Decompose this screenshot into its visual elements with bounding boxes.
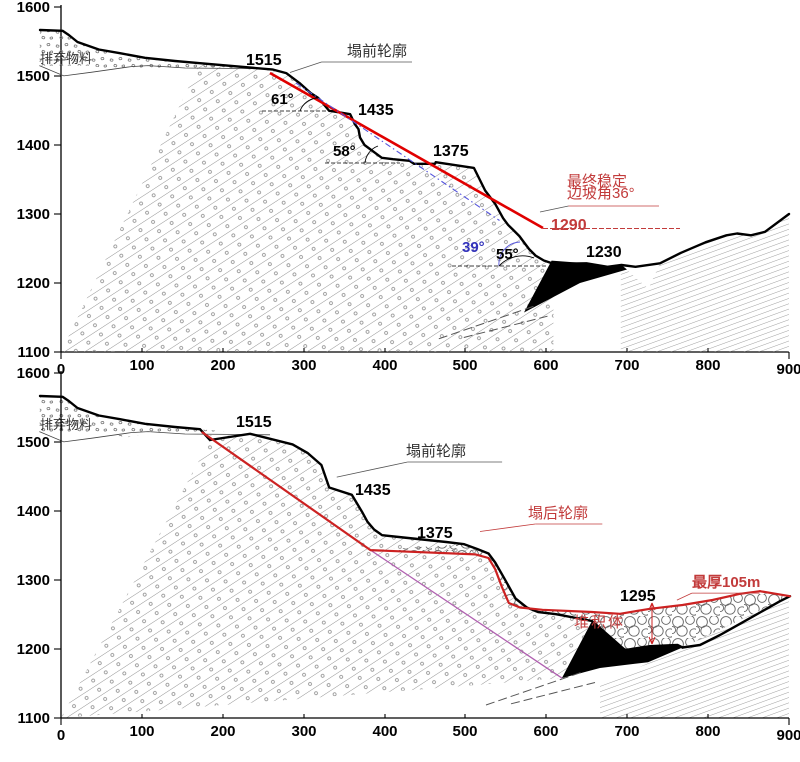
svg-text:55°: 55°	[496, 246, 519, 263]
svg-text:1400: 1400	[17, 503, 50, 520]
svg-text:1400: 1400	[17, 137, 50, 154]
svg-text:1300: 1300	[17, 572, 50, 589]
svg-text:1375: 1375	[433, 143, 469, 160]
svg-text:1200: 1200	[17, 275, 50, 292]
svg-text:1375: 1375	[417, 525, 453, 542]
svg-text:700: 700	[614, 357, 639, 374]
svg-text:1500: 1500	[17, 68, 50, 85]
svg-text:58°: 58°	[333, 143, 356, 160]
svg-text:排弃物料: 排弃物料	[40, 51, 92, 66]
svg-text:300: 300	[291, 357, 316, 374]
svg-text:1600: 1600	[17, 365, 50, 382]
svg-text:1100: 1100	[17, 710, 50, 727]
svg-text:500: 500	[452, 723, 477, 740]
svg-text:900: 900	[776, 727, 800, 744]
svg-text:0: 0	[57, 727, 65, 744]
svg-text:800: 800	[695, 357, 720, 374]
svg-text:61°: 61°	[271, 91, 294, 108]
svg-text:1300: 1300	[17, 206, 50, 223]
svg-text:100: 100	[129, 357, 154, 374]
svg-text:1200: 1200	[17, 641, 50, 658]
svg-text:1295: 1295	[620, 588, 656, 605]
svg-text:1435: 1435	[358, 102, 394, 119]
svg-text:1515: 1515	[236, 414, 272, 431]
svg-text:堆积体: 堆积体	[574, 614, 625, 631]
svg-text:1230: 1230	[586, 244, 622, 261]
svg-text:最厚105m: 最厚105m	[692, 573, 760, 591]
svg-text:1290: 1290	[551, 217, 587, 234]
svg-text:800: 800	[695, 723, 720, 740]
svg-text:1100: 1100	[17, 344, 50, 361]
svg-text:塌前轮廓: 塌前轮廓	[347, 43, 407, 60]
svg-text:400: 400	[372, 357, 397, 374]
svg-text:1500: 1500	[17, 434, 50, 451]
svg-text:边坡角36°: 边坡角36°	[567, 185, 635, 202]
svg-text:1600: 1600	[17, 0, 50, 16]
svg-text:塌前轮廓: 塌前轮廓	[406, 443, 466, 460]
svg-text:排弃物料: 排弃物料	[40, 417, 92, 432]
svg-text:1435: 1435	[355, 482, 391, 499]
svg-text:1515: 1515	[246, 52, 282, 69]
svg-text:500: 500	[452, 357, 477, 374]
svg-text:400: 400	[372, 723, 397, 740]
svg-text:200: 200	[210, 723, 235, 740]
svg-text:100: 100	[129, 723, 154, 740]
svg-text:900: 900	[776, 361, 800, 378]
svg-text:700: 700	[614, 723, 639, 740]
svg-text:塌后轮廓: 塌后轮廓	[528, 505, 588, 522]
svg-text:600: 600	[533, 357, 558, 374]
svg-text:39°: 39°	[462, 239, 485, 256]
svg-text:200: 200	[210, 357, 235, 374]
svg-text:600: 600	[533, 723, 558, 740]
svg-text:300: 300	[291, 723, 316, 740]
